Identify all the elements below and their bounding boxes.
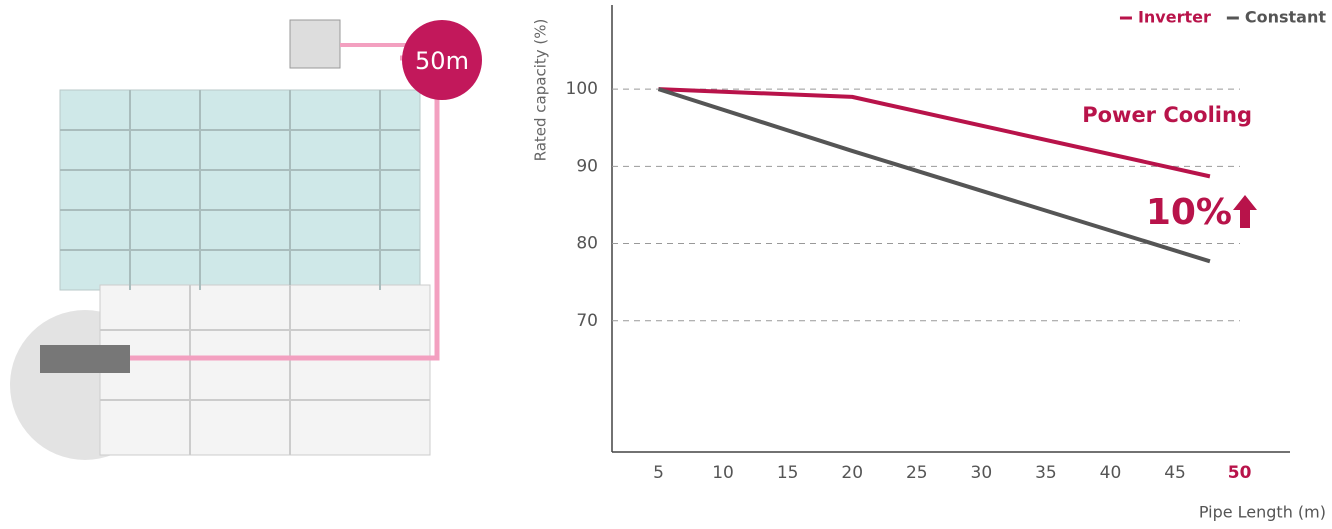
- x-tick-label: 10: [712, 463, 734, 483]
- y-tick-label: 90: [576, 156, 598, 176]
- x-tick-label: 35: [1035, 463, 1057, 483]
- x-tick-label: 45: [1164, 463, 1186, 483]
- y-axis-title: Rated capacity (%): [532, 19, 550, 162]
- y-tick-label: 80: [576, 234, 598, 254]
- x-tick-label: 20: [841, 463, 863, 483]
- x-tick-label: 40: [1100, 463, 1122, 483]
- outdoor-unit: [289, 19, 341, 69]
- pipe-badge: [402, 20, 482, 100]
- data-line: [658, 87, 1211, 179]
- floor-lines-lower: [100, 285, 430, 455]
- x-tick-label: 5: [653, 463, 664, 483]
- annotation: Power Cooling: [1082, 103, 1252, 127]
- x-tick-label: 30: [971, 463, 993, 483]
- x-tick-label: 50: [1228, 463, 1252, 483]
- x-tick-label: 15: [777, 463, 799, 483]
- annotation: 10%: [1146, 192, 1232, 233]
- y-tick-label: 100: [566, 79, 598, 99]
- illustration: 50m: [10, 19, 482, 460]
- x-axis-title: Pipe Length (m): [1199, 503, 1326, 522]
- pipe-label: 50m: [415, 47, 469, 75]
- indoor-unit: [40, 345, 130, 373]
- up-arrow: [1233, 195, 1257, 228]
- building-upper: [59, 89, 421, 291]
- y-tick-label: 70: [576, 311, 598, 331]
- legend-label: Inverter: [1138, 8, 1211, 27]
- x-tick-label: 25: [906, 463, 928, 483]
- data-line: [657, 87, 1211, 264]
- building-lower: [99, 284, 431, 456]
- legend-label: Constant: [1245, 8, 1326, 27]
- floor-lines: [60, 90, 420, 290]
